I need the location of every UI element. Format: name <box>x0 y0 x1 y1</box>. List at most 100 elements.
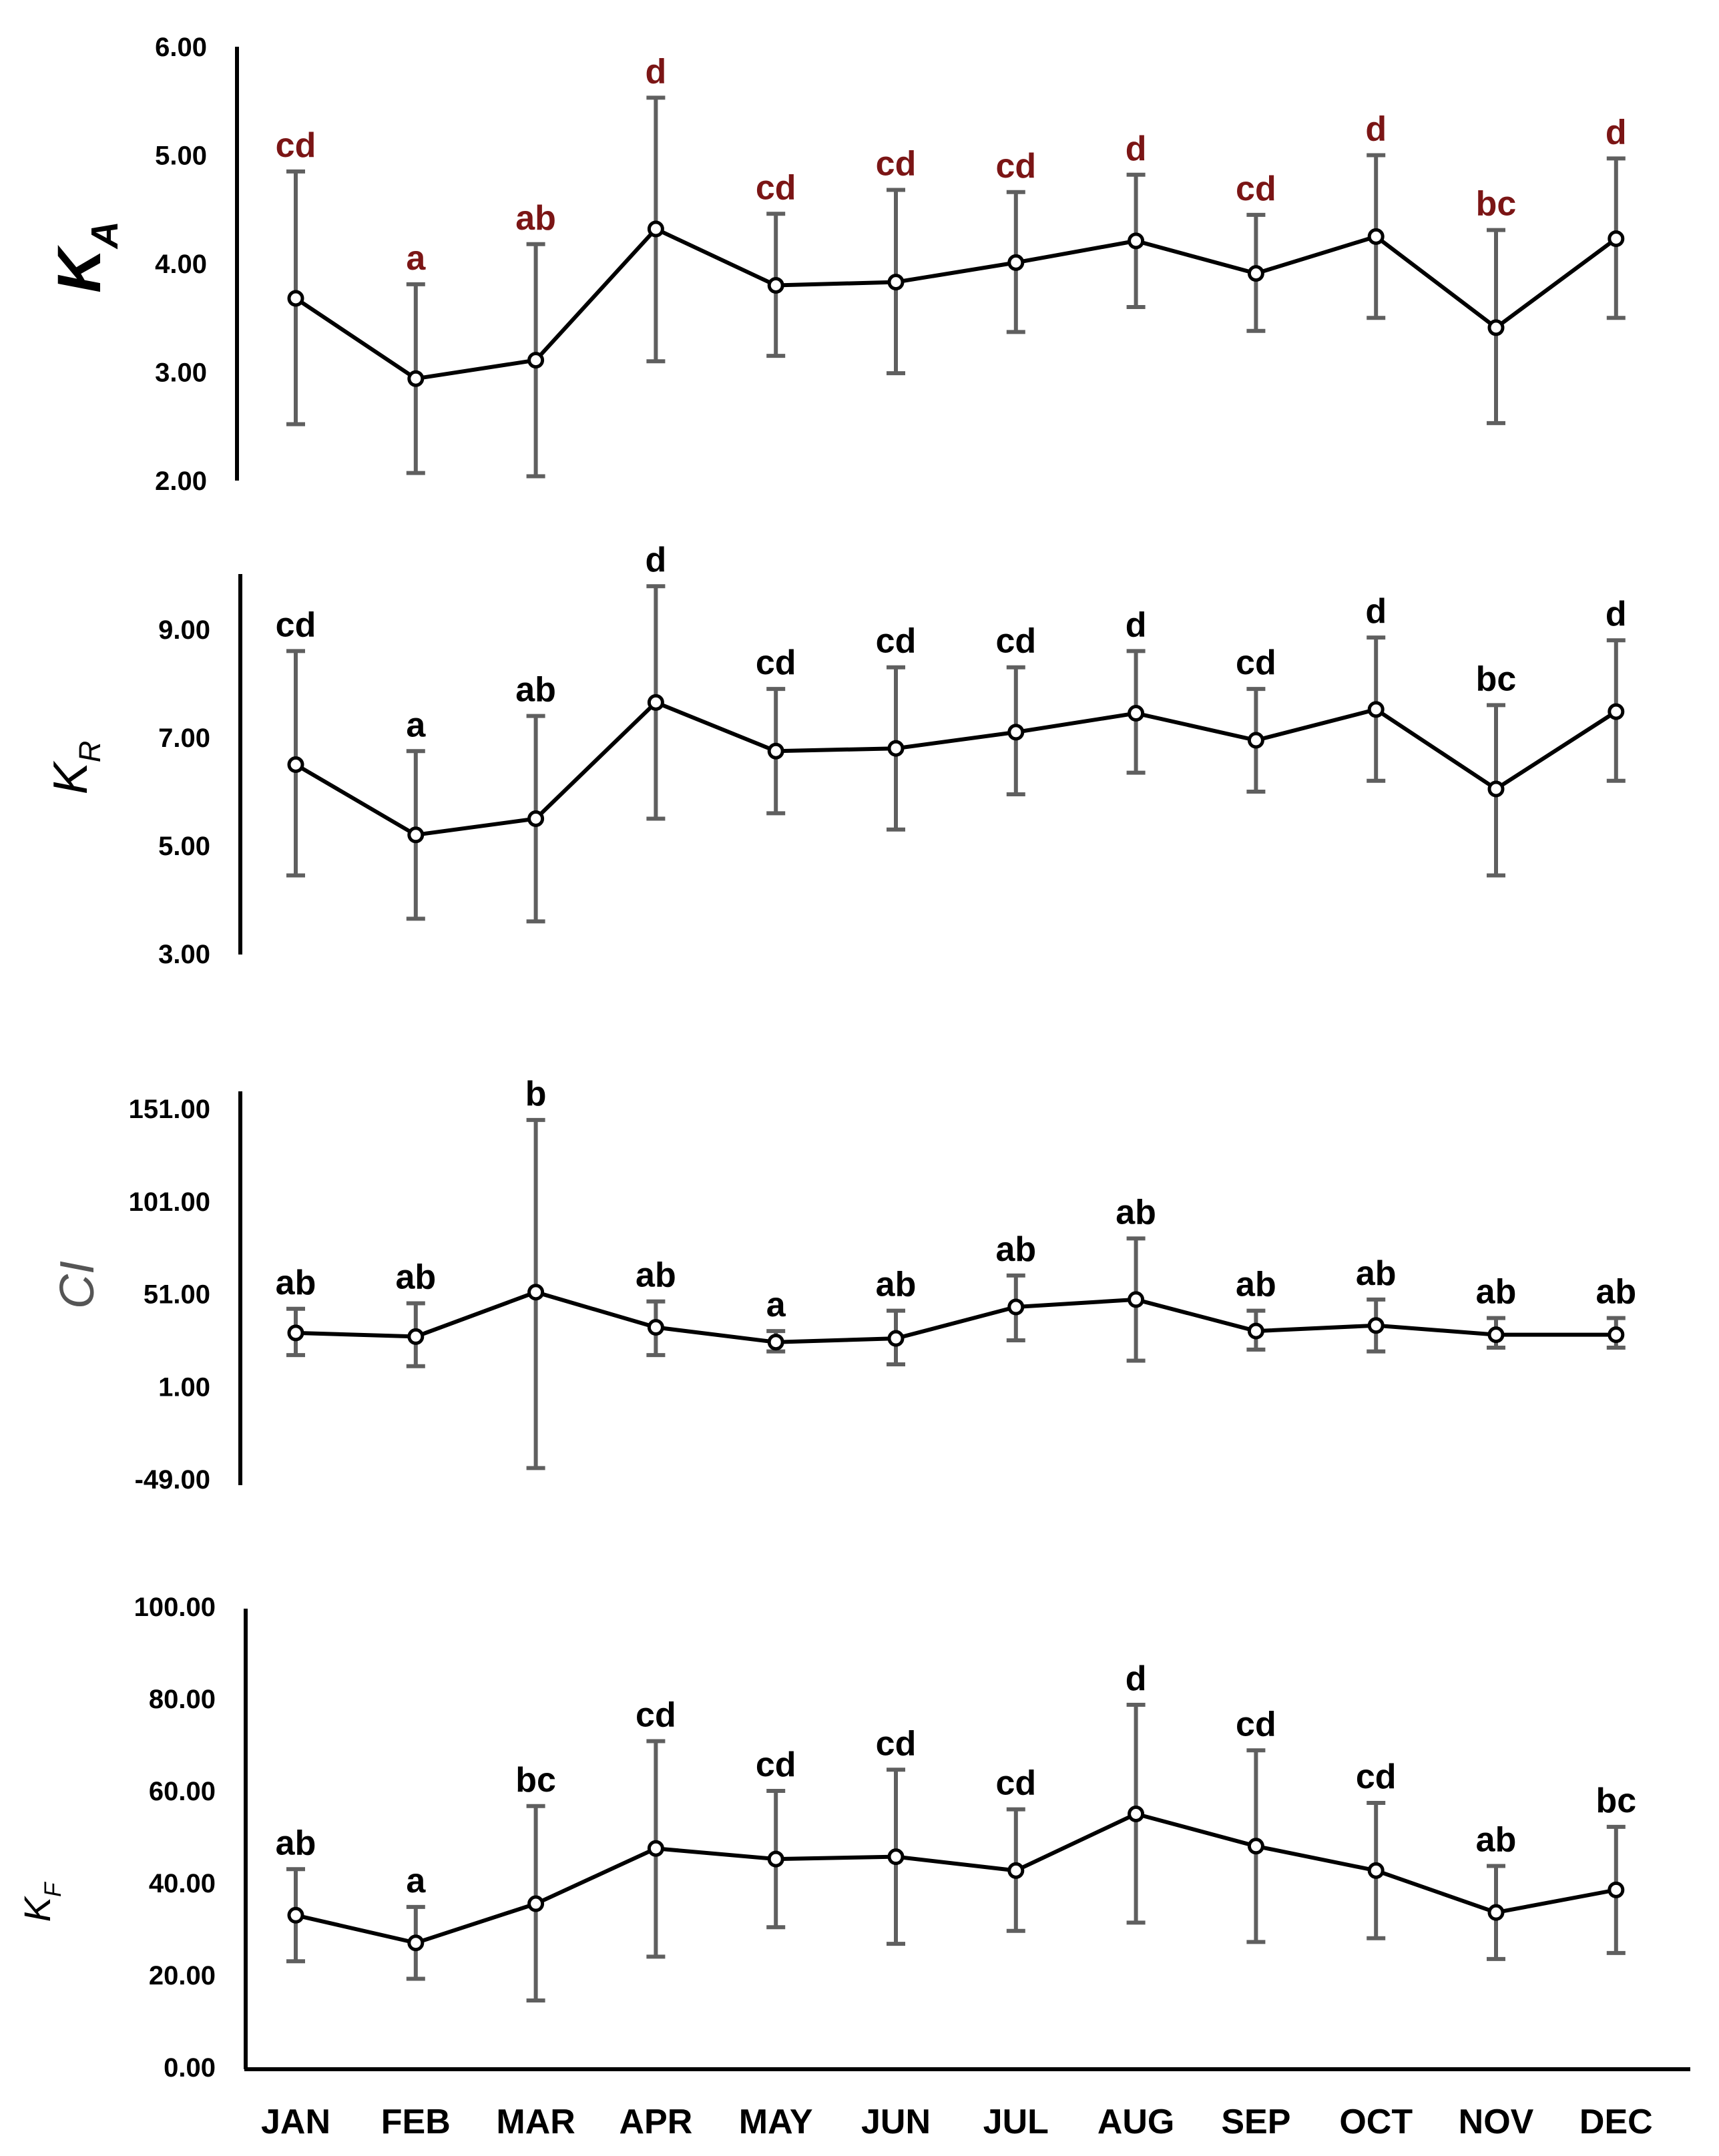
y-tick-label: 9.00 <box>158 615 210 645</box>
significance-letter: d <box>646 52 667 91</box>
series-line <box>294 226 1618 381</box>
y-tick-label: 7.00 <box>158 724 210 753</box>
y-tick-label: 20.00 <box>149 1961 216 1990</box>
significance-letter: cd <box>876 622 917 661</box>
y-tick-label: 100.00 <box>134 1593 216 1622</box>
significance-letter: a <box>406 706 426 744</box>
data-point <box>1247 732 1264 749</box>
data-point <box>407 826 425 844</box>
data-point <box>527 810 545 827</box>
y-tick-label: 3.00 <box>158 940 210 969</box>
significance-letter: cd <box>1236 170 1276 208</box>
x-tick-label: JUN <box>861 2103 931 2141</box>
data-point <box>1608 703 1625 720</box>
significance-letter: ab <box>276 1824 316 1862</box>
significance-letter: d <box>1365 110 1387 149</box>
y-tick-label: 5.00 <box>155 142 207 171</box>
y-axis-title: KF <box>16 1881 66 1922</box>
y-tick-label: 5.00 <box>158 832 210 861</box>
panel-4: 0.0020.0040.0060.0080.00100.00KFababccdc… <box>16 1593 1636 2083</box>
data-point <box>407 370 425 387</box>
data-point <box>1007 1862 1025 1879</box>
y-axis-title-main: CI <box>51 1261 104 1309</box>
data-point <box>1128 705 1145 722</box>
significance-letter: ab <box>995 1230 1036 1269</box>
data-point <box>407 1328 425 1345</box>
data-point <box>647 1319 664 1336</box>
x-tick-label: DEC <box>1579 2103 1653 2141</box>
significance-letter: d <box>1126 129 1147 168</box>
y-tick-label: 40.00 <box>149 1869 216 1898</box>
y-tick-label: 4.00 <box>155 250 207 279</box>
y-tick-label: 2.00 <box>155 467 207 496</box>
x-tick-label: FEB <box>381 2103 451 2141</box>
data-point <box>1128 1291 1145 1308</box>
y-axis-title-subscript: F <box>40 1881 66 1897</box>
significance-letter: d <box>646 541 667 579</box>
data-point <box>1608 1326 1625 1344</box>
significance-letter: ab <box>276 1264 316 1302</box>
data-point <box>647 220 664 238</box>
y-axis-title-main: K <box>44 760 97 794</box>
data-point <box>1247 1322 1264 1340</box>
x-tick-label: MAR <box>496 2103 575 2141</box>
x-tick-label: JAN <box>261 2103 330 2141</box>
significance-letter: ab <box>395 1258 436 1296</box>
data-point <box>1608 230 1625 248</box>
significance-letter: cd <box>995 147 1036 186</box>
y-axis-title-subscript: A <box>83 221 126 250</box>
significance-letter: ab <box>1236 1266 1276 1304</box>
significance-letter: b <box>525 1075 547 1113</box>
data-point <box>887 274 905 291</box>
data-point <box>1007 254 1025 271</box>
data-point <box>767 1334 784 1351</box>
y-axis-title: CI <box>51 1261 104 1309</box>
significance-letter: d <box>1606 113 1627 152</box>
y-axis-title-main: K <box>16 1895 58 1922</box>
data-point <box>1247 265 1264 282</box>
data-point <box>527 1895 545 1912</box>
x-tick-label: NOV <box>1459 2103 1534 2141</box>
significance-letter: a <box>406 239 426 278</box>
x-tick-label: MAY <box>739 2103 813 2141</box>
significance-letter: cd <box>276 605 316 644</box>
data-point <box>287 756 304 773</box>
series-line <box>295 1290 1616 1344</box>
significance-letter: ab <box>1356 1254 1397 1293</box>
significance-letter: bc <box>1595 1782 1636 1820</box>
significance-letter: ab <box>515 199 556 238</box>
data-point <box>887 1848 905 1866</box>
significance-letter: ab <box>1476 1273 1517 1312</box>
data-point <box>527 1284 545 1301</box>
y-tick-label: 151.00 <box>129 1095 210 1124</box>
data-point <box>887 740 905 757</box>
series-line <box>295 1812 1617 1945</box>
significance-letter: cd <box>995 622 1036 661</box>
data-point <box>527 352 545 369</box>
significance-letter: d <box>1126 1659 1147 1698</box>
significance-letter: cd <box>1356 1758 1397 1796</box>
data-point <box>767 742 784 760</box>
x-tick-label: JUL <box>983 2103 1049 2141</box>
significance-letter: ab <box>636 1256 676 1295</box>
data-point <box>647 1840 664 1857</box>
x-tick-label: OCT <box>1339 2103 1413 2141</box>
y-axis-title: KR <box>44 741 107 795</box>
data-point <box>1128 1806 1145 1822</box>
data-point <box>287 1324 304 1342</box>
data-point <box>1367 701 1385 718</box>
significance-letter: d <box>1365 592 1387 631</box>
significance-letter: ab <box>876 1266 917 1304</box>
data-point <box>287 290 304 307</box>
data-point <box>1608 1881 1625 1898</box>
significance-letter: d <box>1126 605 1147 644</box>
series-line <box>294 700 1618 837</box>
y-tick-label: 3.00 <box>155 358 207 388</box>
significance-letter: ab <box>1476 1820 1517 1859</box>
significance-letter: bc <box>1476 185 1517 224</box>
significance-letter: ab <box>515 671 556 710</box>
x-tick-label: SEP <box>1221 2103 1290 2141</box>
y-tick-label: 0.00 <box>164 2053 216 2083</box>
y-tick-label: 80.00 <box>149 1685 216 1714</box>
